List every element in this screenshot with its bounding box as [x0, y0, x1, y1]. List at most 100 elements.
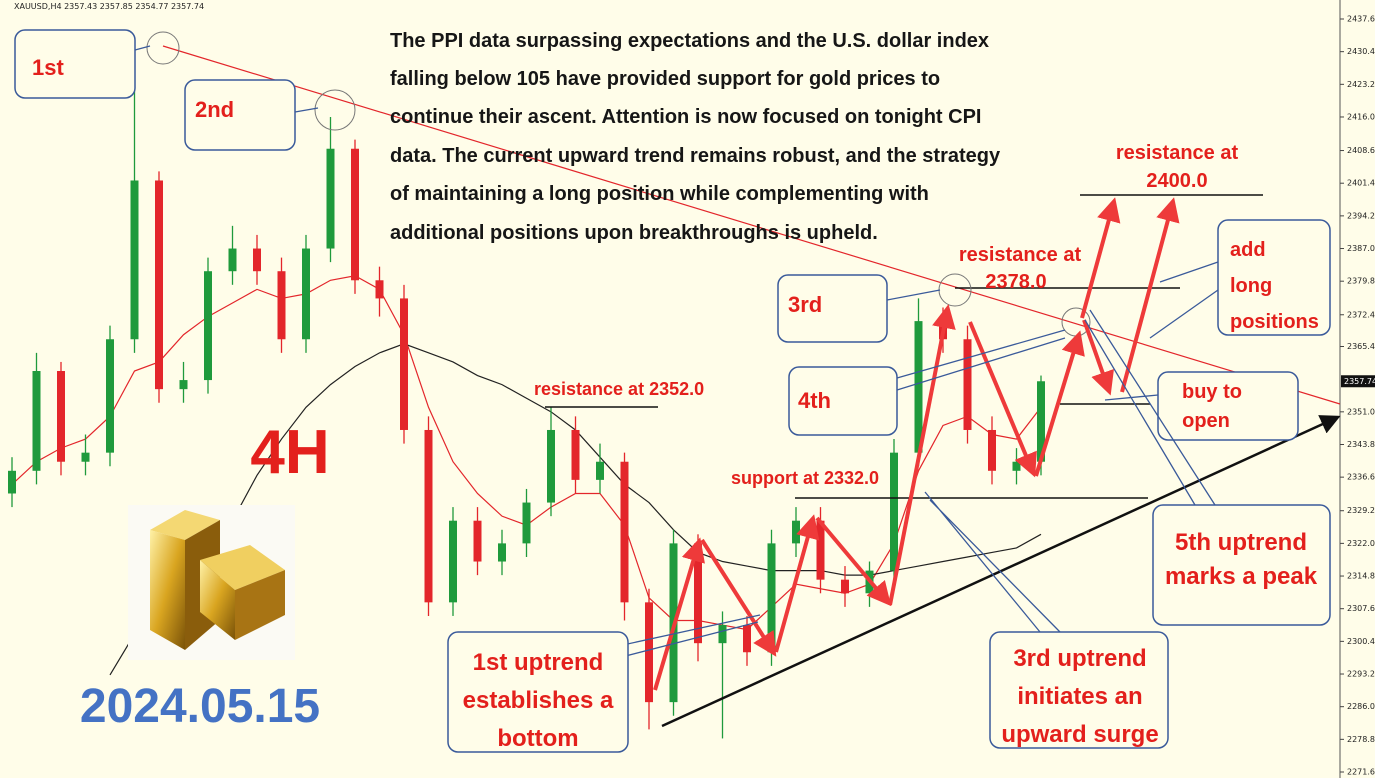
label: buy to	[1182, 381, 1242, 403]
arrow	[1082, 319, 1114, 396]
label: bottom	[497, 725, 578, 752]
candle-body	[963, 339, 972, 430]
date-label: 2024.05.15	[80, 680, 320, 733]
descending-trendline	[162, 45, 1341, 405]
arrow	[653, 537, 705, 691]
candle-body	[8, 470, 16, 494]
resistance-label: resistance at	[1116, 142, 1239, 164]
last-price-box	[1341, 375, 1375, 388]
arrow	[815, 516, 892, 607]
y-tick-label: 2314.80	[1347, 572, 1375, 581]
candle-body	[547, 429, 555, 503]
resistance-label: 2378.0	[985, 271, 1046, 293]
commentary: additional positions upon breakthroughs …	[390, 222, 878, 244]
callout-tail	[896, 329, 1066, 391]
candle-body	[596, 461, 604, 480]
callout-tail	[1149, 261, 1219, 339]
arrow	[700, 538, 777, 657]
y-tick-label: 2329.20	[1347, 506, 1375, 515]
y-tick-label: 2437.60	[1347, 15, 1375, 24]
commentary: falling below 105 have provided support …	[390, 68, 940, 90]
peak-circle	[314, 89, 356, 131]
label: 1st uptrend	[473, 649, 604, 676]
y-tick-label: 2430.40	[1347, 47, 1375, 56]
candle-body	[253, 248, 261, 272]
candle-body	[106, 339, 114, 453]
arrows	[653, 197, 1180, 691]
arrow	[1120, 197, 1180, 393]
candle-body	[498, 543, 506, 562]
candle-body	[302, 248, 310, 340]
gold-bar	[200, 545, 285, 590]
timeframe-label: 4H	[250, 418, 329, 487]
y-tick-label: 2300.40	[1347, 637, 1375, 646]
candle-body	[694, 543, 702, 644]
candle-body	[988, 429, 996, 471]
resistance-label: 2400.0	[1146, 170, 1207, 192]
label: 5th uptrend	[1175, 529, 1307, 556]
symbol-header: XAUUSD,H4 2357.43 2357.85 2354.77 2357.7…	[14, 2, 204, 11]
y-tick-label: 2293.20	[1347, 670, 1375, 679]
candle-body	[351, 148, 359, 281]
arrow	[968, 321, 1037, 478]
y-tick-label: 2401.40	[1347, 179, 1375, 188]
commentary: data. The current upward trend remains r…	[390, 145, 1001, 167]
y-tick-label: 2307.60	[1347, 604, 1375, 613]
y-tick-label: 2343.80	[1347, 440, 1375, 449]
candle-body	[718, 625, 727, 644]
label: upward surge	[1001, 721, 1158, 748]
label: establishes a	[463, 687, 614, 714]
gold-bar	[150, 510, 220, 540]
candle-body	[816, 520, 825, 580]
y-tick-label: 2372.40	[1347, 310, 1375, 319]
label: 4th	[798, 388, 831, 413]
arrow	[1034, 330, 1085, 477]
label: 3rd	[788, 292, 822, 317]
callout-box	[788, 366, 898, 436]
candle-body	[179, 380, 188, 390]
gold-bars-image	[128, 505, 295, 660]
candle-body	[1012, 461, 1021, 471]
candle-body	[228, 248, 237, 272]
y-tick-label: 2336.60	[1347, 473, 1375, 482]
y-tick-label: 2351.00	[1347, 407, 1375, 416]
support-label: support at 2332.0	[731, 468, 879, 488]
candle-body	[571, 429, 580, 480]
callout-box	[447, 631, 629, 753]
gold-bar	[150, 530, 185, 650]
candle-body	[449, 520, 457, 603]
gold-bar	[200, 560, 235, 640]
commentary: The PPI data surpassing expectations and…	[390, 30, 989, 52]
callout-tail	[1084, 309, 1216, 506]
candle-body	[792, 520, 800, 544]
callout-tail	[134, 45, 151, 51]
y-tick-label: 2416.00	[1347, 112, 1375, 121]
label: 3rd uptrend	[1013, 645, 1146, 672]
y-tick-label: 2271.60	[1347, 768, 1375, 777]
label: initiates an	[1017, 683, 1142, 710]
callout-box	[1152, 504, 1331, 626]
label: marks a peak	[1165, 563, 1318, 590]
candle-body	[522, 502, 531, 544]
ascending-trendline	[661, 415, 1341, 728]
y-tick-label: 2394.20	[1347, 211, 1375, 220]
resistance-label: resistance at	[959, 244, 1082, 266]
label: positions	[1230, 311, 1319, 333]
label: long	[1230, 275, 1272, 297]
candle-body	[130, 180, 139, 340]
label: 2nd	[195, 97, 234, 122]
arrow	[888, 304, 956, 606]
candle-body	[743, 625, 751, 653]
arrow	[774, 514, 820, 653]
candle-body	[914, 321, 923, 453]
y-tick-label: 2322.00	[1347, 539, 1375, 548]
candle-body	[890, 452, 898, 571]
callout-box	[1157, 371, 1299, 441]
candle-body	[32, 371, 41, 471]
y-tick-label: 2365.40	[1347, 342, 1375, 351]
candle-body	[473, 520, 482, 562]
y-tick-label: 2278.80	[1347, 735, 1375, 744]
last-price-label: 2357.74	[1344, 377, 1375, 386]
candle-body	[375, 280, 384, 299]
candle-body	[620, 461, 629, 603]
